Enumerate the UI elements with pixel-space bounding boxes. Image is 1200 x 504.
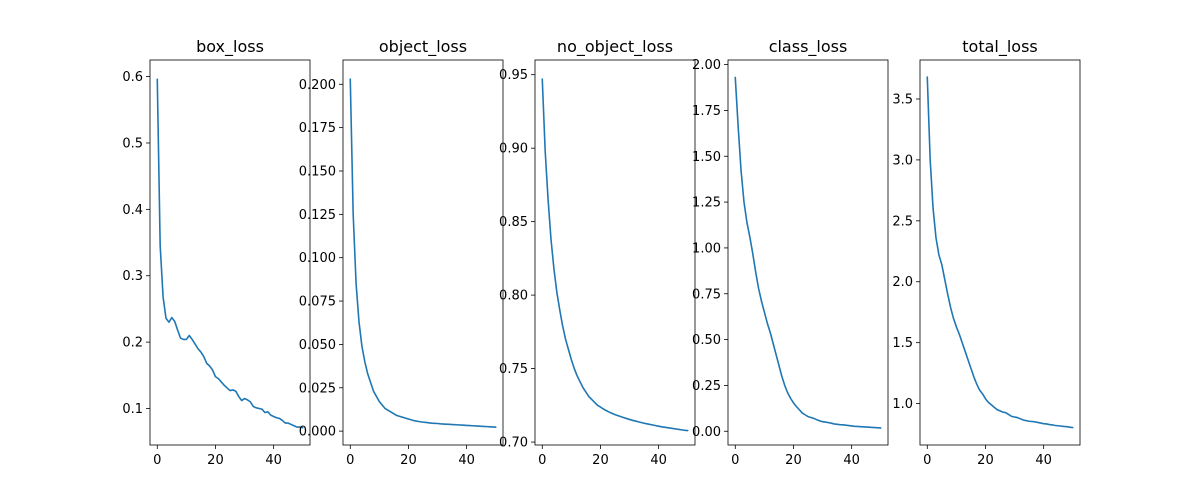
class-loss-ytick-label: 0.00 (692, 425, 721, 440)
box-loss-title: box_loss (196, 37, 264, 57)
total-loss-ytick-label: 2.0 (892, 275, 913, 290)
class-loss-series-line (734, 76, 882, 429)
total-loss-xtick-label: 20 (977, 453, 994, 468)
total-loss-panel: total_loss 1.0 1.5 2.0 2.5 3.0 3.5 0 20 40 (892, 37, 1081, 468)
box-loss-xtick-label: 20 (207, 453, 224, 468)
object-loss-series-line (349, 78, 497, 428)
class-loss-xtick-label: 20 (785, 453, 802, 468)
object-loss-ytick-label: 0.025 (299, 381, 336, 396)
box-loss-ytick-label: 0.4 (122, 203, 143, 218)
class-loss-ytick-label: 1.25 (692, 196, 721, 211)
class-loss-ytick-label: 0.75 (692, 287, 721, 302)
total-loss-ytick-label: 2.5 (892, 214, 913, 229)
class-loss-xtick-label: 40 (843, 453, 860, 468)
object-loss-ytick-label: 0.150 (299, 164, 336, 179)
box-loss-ytick-label: 0.2 (122, 336, 143, 351)
box-loss-ytick-label: 0.6 (122, 70, 143, 85)
box-loss-panel: box_loss 0.1 0.2 0.3 0.4 0.5 0.6 0 20 40 (122, 37, 311, 468)
no-object-loss-series-line (541, 78, 689, 432)
total-loss-ytick-label: 1.5 (892, 336, 913, 351)
no-object-loss-xtick-label: 20 (592, 453, 609, 468)
total-loss-ytick-label: 1.0 (892, 397, 913, 412)
no-object-loss-ytick-label: 0.70 (499, 436, 528, 451)
no-object-loss-axes-frame (534, 59, 696, 446)
no-object-loss-title: no_object_loss (557, 37, 673, 57)
object-loss-ytick-label: 0.125 (299, 208, 336, 223)
total-loss-axes-frame (919, 59, 1081, 446)
box-loss-ytick-label: 0.1 (122, 402, 143, 417)
no-object-loss-panel: no_object_loss 0.70 0.75 0.80 0.85 0.90 0.95 0 2… (499, 37, 696, 468)
class-loss-title: class_loss (769, 37, 848, 57)
box-loss-ytick-label: 0.5 (122, 136, 143, 151)
object-loss-ytick-label: 0.100 (299, 251, 336, 266)
class-loss-ytick-label: 0.50 (692, 333, 721, 348)
object-loss-ytick-label: 0.000 (299, 425, 336, 440)
box-loss-xtick-label: 40 (265, 453, 282, 468)
object-loss-xtick-label: 0 (346, 453, 354, 468)
box-loss-axes-frame (149, 59, 311, 446)
object-loss-axes-frame (342, 59, 504, 446)
box-loss-ytick-label: 0.3 (122, 269, 143, 284)
no-object-loss-ytick-label: 0.85 (499, 215, 528, 230)
class-loss-xtick-label: 0 (731, 453, 739, 468)
object-loss-ytick-label: 0.200 (299, 78, 336, 93)
no-object-loss-ytick-label: 0.80 (499, 289, 528, 304)
total-loss-ytick-label: 3.5 (892, 92, 913, 107)
no-object-loss-ytick-label: 0.90 (499, 142, 528, 157)
class-loss-ytick-label: 1.75 (692, 104, 721, 119)
box-loss-xtick-label: 0 (153, 453, 161, 468)
total-loss-title: total_loss (962, 37, 1038, 57)
no-object-loss-ytick-label: 0.95 (499, 68, 528, 83)
object-loss-ytick-label: 0.050 (299, 338, 336, 353)
total-loss-xtick-label: 0 (923, 453, 931, 468)
total-loss-xtick-label: 40 (1035, 453, 1052, 468)
object-loss-title: object_loss (379, 37, 467, 57)
class-loss-ytick-label: 1.00 (692, 241, 721, 256)
class-loss-axes-frame (727, 59, 889, 446)
class-loss-panel: class_loss 0.00 0.25 0.50 0.75 1.00 1.25 1.50 1.… (692, 37, 889, 468)
class-loss-ytick-label: 0.25 (692, 379, 721, 394)
object-loss-ytick-label: 0.075 (299, 295, 336, 310)
no-object-loss-xtick-label: 0 (538, 453, 546, 468)
total-loss-ytick-label: 3.0 (892, 153, 913, 168)
object-loss-ytick-label: 0.175 (299, 121, 336, 136)
no-object-loss-ytick-label: 0.75 (499, 362, 528, 377)
class-loss-ytick-label: 1.50 (692, 150, 721, 165)
object-loss-xtick-label: 20 (400, 453, 417, 468)
no-object-loss-xtick-label: 40 (650, 453, 667, 468)
box-loss-series-line (156, 78, 304, 429)
total-loss-series-line (926, 76, 1074, 429)
object-loss-xtick-label: 40 (458, 453, 475, 468)
object-loss-panel: object_loss 0.000 0.025 0.050 0.075 0.100 0.12… (299, 37, 504, 468)
class-loss-ytick-label: 2.00 (692, 58, 721, 73)
